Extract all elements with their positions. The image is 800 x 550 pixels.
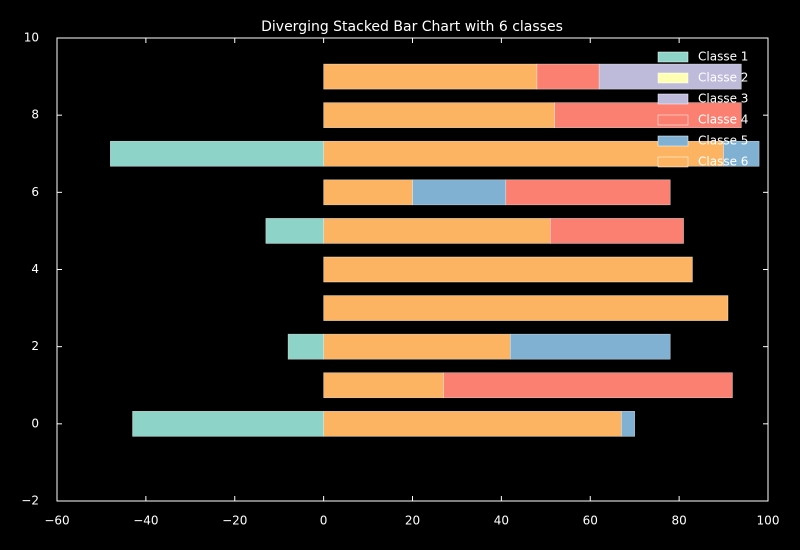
bar-segment bbox=[412, 179, 507, 206]
legend-swatch bbox=[657, 135, 689, 147]
bar-segment bbox=[323, 411, 622, 437]
y-tick-label: 6 bbox=[31, 185, 39, 199]
y-tick-label: 8 bbox=[31, 108, 39, 122]
bar-segment bbox=[323, 63, 538, 90]
bar-segment bbox=[323, 140, 724, 167]
x-tick-label: 40 bbox=[494, 514, 509, 528]
bar-segment bbox=[132, 411, 324, 437]
bar-segment bbox=[723, 140, 760, 167]
x-tick-label: −40 bbox=[133, 514, 158, 528]
bar-segment bbox=[554, 102, 742, 128]
legend-label: Classe 6 bbox=[698, 155, 748, 169]
x-tick-label: 80 bbox=[671, 514, 686, 528]
x-tick-label: −60 bbox=[44, 514, 69, 528]
bar-segment bbox=[536, 63, 600, 90]
bar-segment bbox=[443, 372, 733, 399]
bar-segment bbox=[323, 218, 551, 244]
legend-label: Classe 1 bbox=[698, 50, 748, 64]
y-tick-label: 2 bbox=[31, 339, 39, 353]
legend-swatch bbox=[657, 72, 689, 84]
bar-segment bbox=[550, 218, 684, 244]
bar-segment bbox=[323, 179, 413, 206]
x-tick-label: 60 bbox=[583, 514, 598, 528]
legend-label: Classe 2 bbox=[698, 71, 748, 85]
bar-segment bbox=[505, 179, 671, 206]
legend-swatch bbox=[657, 156, 689, 168]
bar-segment bbox=[323, 372, 444, 399]
y-tick-label: 10 bbox=[24, 31, 39, 45]
bar-segment bbox=[510, 333, 671, 360]
y-tick-label: −2 bbox=[21, 494, 39, 508]
legend-swatch bbox=[657, 51, 689, 63]
x-tick-label: 20 bbox=[405, 514, 420, 528]
legend-swatch bbox=[657, 93, 689, 105]
legend-swatch bbox=[657, 114, 689, 126]
y-tick-label: 4 bbox=[31, 262, 39, 276]
bar-segment bbox=[110, 140, 324, 167]
bar-segment bbox=[323, 102, 555, 128]
x-tick-label: −20 bbox=[222, 514, 247, 528]
bar-segment bbox=[621, 411, 635, 437]
legend-label: Classe 5 bbox=[698, 134, 748, 148]
bar-segment bbox=[323, 295, 729, 321]
x-tick-label: 100 bbox=[757, 514, 780, 528]
bar-segment bbox=[287, 333, 324, 360]
legend-label: Classe 3 bbox=[698, 92, 748, 106]
bar-segment bbox=[265, 218, 324, 244]
bar-segment bbox=[323, 333, 511, 360]
chart-title: Diverging Stacked Bar Chart with 6 class… bbox=[261, 19, 563, 35]
y-tick-label: 0 bbox=[31, 416, 39, 430]
bar-segment bbox=[323, 256, 693, 283]
x-tick-label: 0 bbox=[320, 514, 328, 528]
legend-label: Classe 4 bbox=[698, 113, 748, 127]
